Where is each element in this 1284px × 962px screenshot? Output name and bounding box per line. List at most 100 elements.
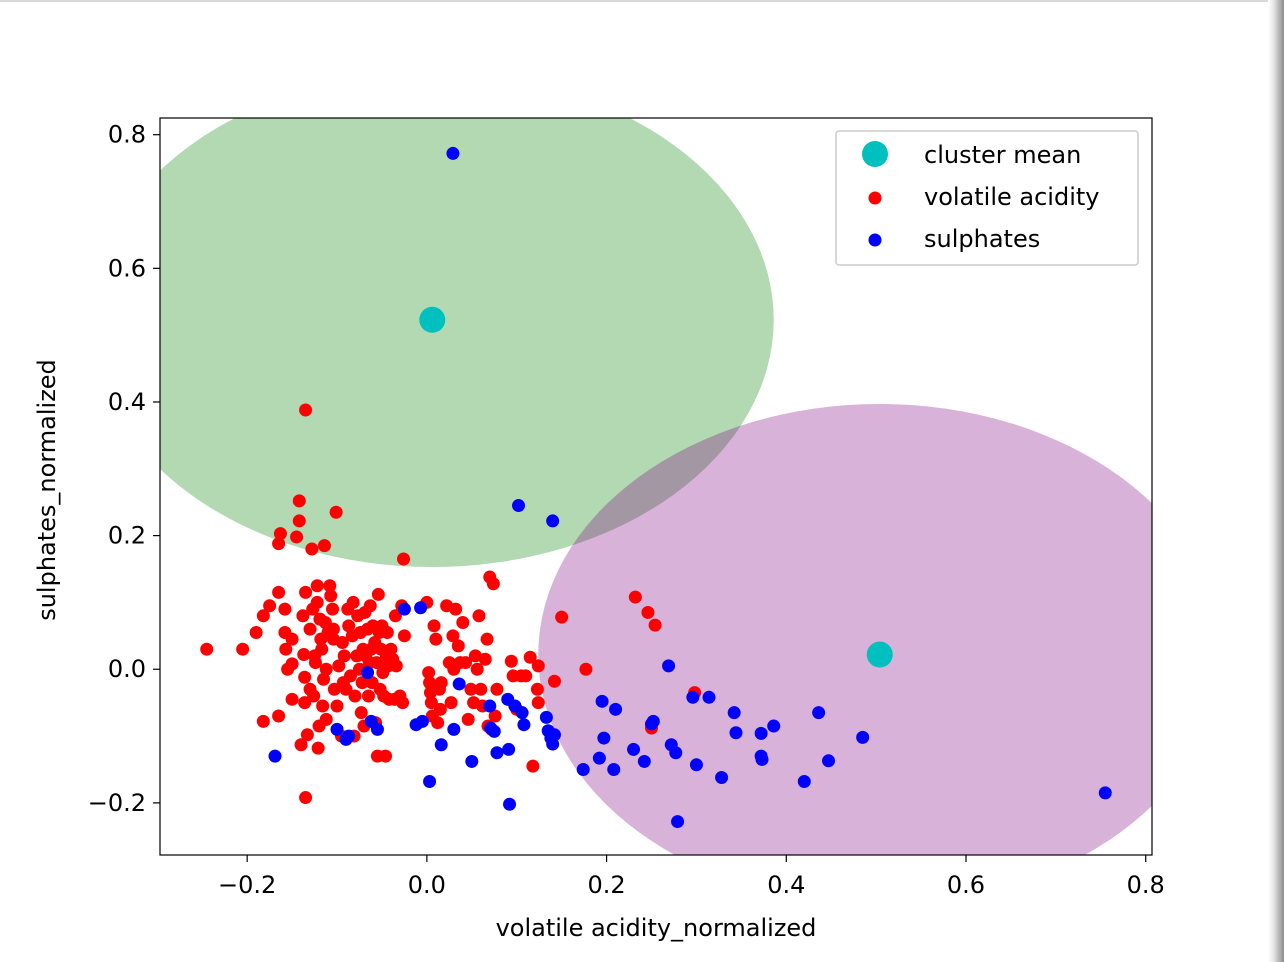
volatile-acidity-point <box>337 649 351 663</box>
volatile-acidity-point <box>329 505 343 519</box>
sulphates-point <box>607 762 621 776</box>
volatile-acidity-point <box>307 689 321 703</box>
volatile-acidity-point <box>361 689 375 703</box>
cluster-region-1 <box>160 118 774 567</box>
volatile-acidity-point <box>547 674 561 688</box>
legend-marker-sulphates <box>868 233 882 247</box>
volatile-acidity-point <box>290 530 304 544</box>
volatile-acidity-point <box>236 642 250 656</box>
volatile-acidity-point <box>311 741 325 755</box>
sulphates-point <box>597 731 611 745</box>
sulphates-point <box>627 742 641 756</box>
volatile-acidity-point <box>317 672 331 686</box>
x-tick-label: 0.2 <box>587 871 625 899</box>
sulphates-point <box>609 702 623 716</box>
cluster-region-2 <box>538 404 1152 855</box>
volatile-acidity-point <box>370 656 384 670</box>
volatile-acidity-point <box>388 609 402 623</box>
volatile-acidity-point <box>433 702 447 716</box>
legend-frame <box>835 130 1139 266</box>
volatile-acidity-point <box>298 696 312 710</box>
volatile-acidity-point <box>335 636 349 650</box>
volatile-acidity-point <box>330 699 344 713</box>
sulphates-point <box>767 719 781 733</box>
volatile-acidity-point <box>354 706 368 720</box>
x-tick-label: 0.4 <box>767 871 805 899</box>
sulphates-point <box>447 722 461 736</box>
volatile-acidity-point <box>363 599 377 613</box>
volatile-acidity-point <box>459 656 473 670</box>
volatile-acidity-point <box>371 587 385 601</box>
volatile-acidity-point <box>342 619 356 633</box>
sulphates-point <box>592 751 606 765</box>
x-tick-label: 0.6 <box>947 871 985 899</box>
volatile-acidity-point <box>423 676 437 690</box>
volatile-acidity-point <box>299 791 313 805</box>
volatile-acidity-point <box>641 605 655 619</box>
volatile-acidity-point <box>456 615 470 629</box>
y-tick-label: 0.8 <box>108 121 146 149</box>
volatile-acidity-point <box>272 537 286 551</box>
volatile-acidity-point <box>292 494 306 508</box>
volatile-acidity-point <box>427 619 441 633</box>
volatile-acidity-point <box>323 579 337 593</box>
volatile-acidity-point <box>468 649 482 663</box>
volatile-acidity-point <box>478 652 492 666</box>
volatile-acidity-point <box>380 625 394 639</box>
sulphates-point <box>515 706 529 720</box>
volatile-acidity-point <box>355 676 369 690</box>
sulphates-point <box>490 746 504 760</box>
volatile-acidity-point <box>531 659 545 673</box>
x-tick-label: −0.2 <box>218 871 276 899</box>
y-tick-label: 0.0 <box>108 655 146 683</box>
axes-frame <box>159 117 1153 856</box>
sulphates-point <box>546 514 560 528</box>
y-axis-label: sulphates_normalized <box>33 359 61 621</box>
volatile-acidity-point <box>434 676 448 690</box>
volatile-acidity-point <box>200 642 214 656</box>
legend-label-sulphates: sulphates <box>924 225 1040 253</box>
sulphates-point <box>689 758 703 772</box>
sulphates-point <box>483 699 497 713</box>
volatile-acidity-point <box>490 682 504 696</box>
sulphates-point <box>669 746 683 760</box>
volatile-acidity-point <box>324 589 338 603</box>
volatile-acidity-point <box>446 629 460 643</box>
sulphates-point <box>361 666 375 680</box>
legend-marker-cluster-mean <box>862 141 888 167</box>
volatile-acidity-point <box>300 728 314 742</box>
volatile-acidity-point <box>303 622 317 636</box>
volatile-acidity-point <box>310 595 324 609</box>
sulphates-point <box>662 659 676 673</box>
axis-ticks: −0.2 0.0 0.2 0.4 0.6 0.8 −0.2 0.0 0.2 0.4 0.6 0.8 <box>88 121 1165 899</box>
sulphates-point <box>414 601 428 615</box>
sulphates-point <box>822 754 836 768</box>
volatile-acidity-point <box>464 682 478 696</box>
sulphates-point <box>268 749 282 763</box>
volatile-acidity-point <box>249 625 263 639</box>
volatile-acidity-point <box>519 669 533 683</box>
volatile-acidity-point <box>263 599 277 613</box>
legend-label-cluster-mean: cluster mean <box>924 141 1081 169</box>
volatile-acidity-point <box>319 662 333 676</box>
volatile-acidity-point <box>531 696 545 710</box>
legend-label-volatile-acidity: volatile acidity <box>924 183 1100 211</box>
volatile-acidity-point <box>504 654 518 668</box>
volatile-acidity-point <box>299 585 313 599</box>
volatile-acidity-point <box>526 759 540 773</box>
sulphates-point <box>646 714 660 728</box>
volatile-acidity-point <box>523 650 537 664</box>
volatile-acidity-point <box>296 609 310 623</box>
sulphates-point <box>370 722 384 736</box>
sulphates-point <box>671 815 685 829</box>
volatile-acidity-point <box>256 609 270 623</box>
sulphates-point <box>502 742 516 756</box>
sulphates-point <box>465 754 479 768</box>
sulphates-point <box>1098 786 1112 800</box>
sulphates-point <box>812 706 826 720</box>
sulphates-point <box>446 146 460 160</box>
volatile-acidity-point <box>474 682 488 696</box>
volatile-acidity-point <box>431 716 445 730</box>
volatile-acidity-point <box>332 659 346 673</box>
